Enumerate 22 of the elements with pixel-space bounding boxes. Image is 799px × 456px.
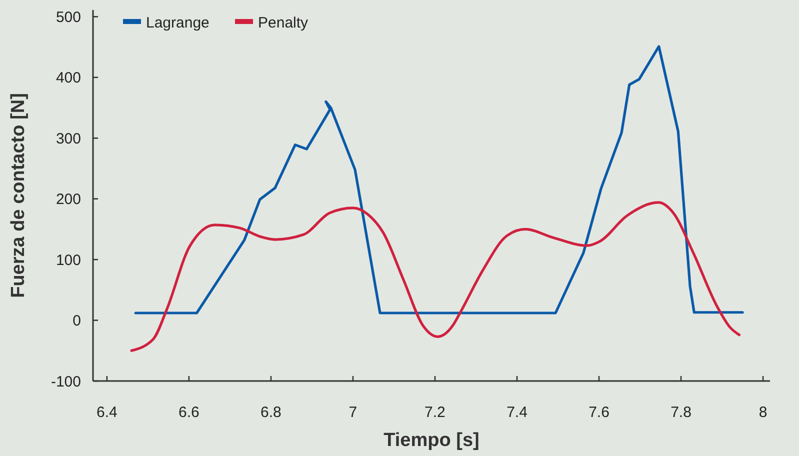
y-tick-label: 200 [56,191,81,208]
x-tick-label: 7.8 [670,404,692,421]
x-tick-label: 7.2 [424,404,446,421]
y-tick-label: 500 [56,8,81,26]
y-tick-label: 100 [56,252,81,269]
x-tick-label: 8 [758,404,768,421]
x-tick-label: 6.6 [178,404,200,421]
x-tick-label: 7 [348,404,358,421]
line-series [130,201,741,352]
x-tick-label: 6.4 [96,404,118,421]
x-axis-title: Tiempo [s] [384,430,480,451]
line-series [134,45,744,314]
y-tick-label: 0 [72,312,81,330]
y-tick-label: 400 [56,70,81,87]
y-axis-title: Fuerza de contacto [N] [8,93,29,298]
y-tick-label: -100 [50,373,81,390]
legend-label: Lagrange [146,14,210,32]
legend-label: Penalty [258,14,309,32]
x-tick-label: 7.4 [506,404,528,421]
y-tick-label: 300 [56,130,81,148]
x-tick-label: 6.8 [260,404,282,421]
x-tick-label: 7.6 [588,404,610,421]
